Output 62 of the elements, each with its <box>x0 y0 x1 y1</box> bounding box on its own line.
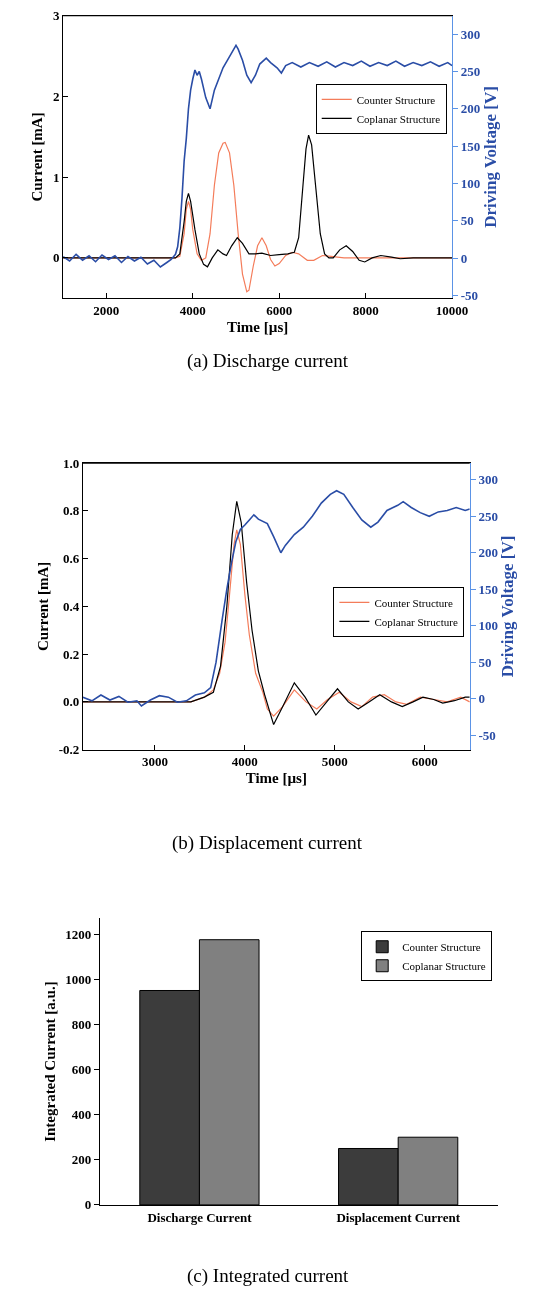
y-axis-title: Current [mA] <box>34 561 51 651</box>
legend-label: Coplanar Structure <box>402 960 486 973</box>
y-axis-title: Current [mA] <box>29 112 46 202</box>
x-tick-label: 10000 <box>435 303 469 319</box>
y2-tick-label: -50 <box>478 727 496 743</box>
y-tick-label: 400 <box>71 1107 92 1123</box>
y-tick-label: 1 <box>52 169 60 185</box>
y2-axis-title: Driving Voltage [V] <box>480 86 500 228</box>
y2-tick-label: 250 <box>460 64 481 80</box>
x-tick-label: Displacement Current <box>336 1209 461 1225</box>
y2-tick-label: 200 <box>478 545 498 561</box>
legend-label: Counter Structure <box>356 93 436 106</box>
y-tick-label: 2 <box>52 88 60 104</box>
y2-tick-label: 150 <box>460 138 481 154</box>
x-tick-label: 6000 <box>266 303 293 319</box>
y2-tick-label: 300 <box>478 472 498 488</box>
y2-tick-label: 0 <box>460 250 468 266</box>
legend-label: Coplanar Structure <box>374 615 458 628</box>
y-axis-title: Integrated Current [a.u.] <box>41 981 58 1142</box>
legend-label: Counter Structure <box>374 596 454 609</box>
y-tick-label: 1000 <box>65 971 92 987</box>
y-tick-label: 0.0 <box>62 694 80 710</box>
y-tick-label: 0 <box>52 250 60 266</box>
x-tick-label: 4000 <box>231 754 258 770</box>
x-tick-label: 8000 <box>352 303 379 319</box>
y2-tick-label: 100 <box>460 175 481 191</box>
y-tick-label: 3 <box>52 8 60 24</box>
x-tick-label: 5000 <box>321 754 348 770</box>
y-tick-label: 600 <box>71 1062 92 1078</box>
y-tick-label: 1.0 <box>62 455 80 471</box>
y2-tick-label: 150 <box>478 581 498 597</box>
x-tick-label: 2000 <box>93 303 120 319</box>
line-series <box>63 44 453 268</box>
legend-label: Counter Structure <box>402 941 481 954</box>
y-tick-label: 0 <box>84 1197 92 1213</box>
x-tick-label: 6000 <box>411 754 438 770</box>
text: (b) Displacement current <box>172 832 363 854</box>
y-tick-label: 0.6 <box>62 551 80 567</box>
y-tick-label: 0.8 <box>62 503 80 519</box>
y2-tick-label: 200 <box>460 101 481 117</box>
y-tick-label: 0.2 <box>62 646 80 662</box>
y-tick-label: 200 <box>71 1152 92 1168</box>
text: (a) Discharge current <box>187 350 349 372</box>
y-tick-label: -0.2 <box>58 742 80 758</box>
x-tick-label: 4000 <box>179 303 206 319</box>
y2-tick-label: 50 <box>478 654 492 670</box>
x-tick-label: 3000 <box>141 754 168 770</box>
y2-tick-label: 100 <box>478 618 498 634</box>
x-tick-label: Discharge Current <box>147 1209 253 1225</box>
y-tick-label: 800 <box>71 1016 92 1032</box>
legend-label: Coplanar Structure <box>356 112 441 125</box>
y2-tick-label: 0 <box>478 691 485 707</box>
x-axis-title: Time [µs] <box>245 770 307 787</box>
x-axis-title: Time [µs] <box>226 319 289 336</box>
y2-tick-label: -50 <box>460 287 479 303</box>
y2-axis-title: Driving Voltage [V] <box>498 535 518 678</box>
y2-tick-label: 250 <box>478 508 498 524</box>
y2-tick-label: 50 <box>460 213 474 229</box>
y-tick-label: 1200 <box>65 926 92 942</box>
y-tick-label: 0.4 <box>62 598 80 614</box>
y2-tick-label: 300 <box>460 26 481 42</box>
text: (c) Integrated current <box>187 1265 350 1287</box>
